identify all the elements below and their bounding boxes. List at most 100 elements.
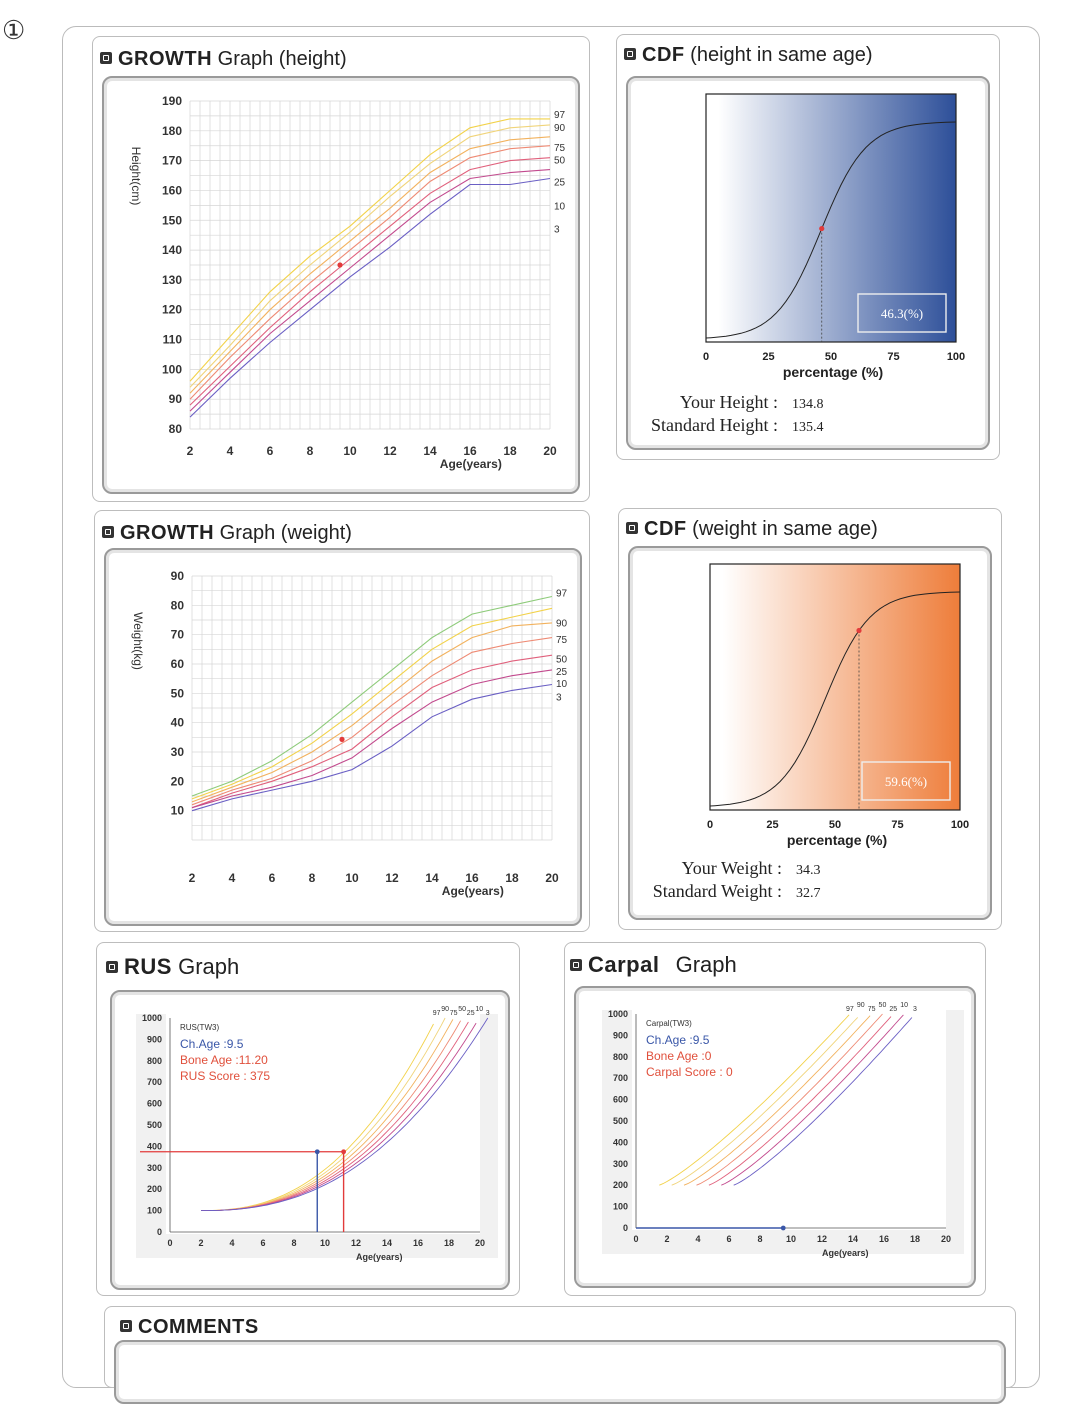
bullet-icon — [102, 526, 114, 538]
percentile-curve-90 — [671, 1017, 859, 1186]
x-tick-label: 4 — [695, 1234, 700, 1244]
height-cdf-info: Your Height : 134.8 Standard Height : 135.… — [648, 392, 968, 436]
y-tick-label: 100 — [162, 362, 182, 376]
cdf-curve — [705, 121, 957, 339]
carpal-info-title: Carpal(TW3) — [646, 1019, 692, 1028]
patient-point — [856, 627, 862, 634]
comments-title: COMMENTS — [120, 1316, 259, 1339]
x-tick-label: 14 — [382, 1238, 392, 1248]
weight-cdf-info: Your Weight : 34.3 Standard Weight : 32.7 — [652, 858, 972, 902]
percentile-line-25 — [189, 157, 551, 406]
y-tick-label: 200 — [147, 1184, 162, 1194]
x-tick-label: 18 — [505, 871, 519, 885]
percentile-line-10 — [191, 669, 553, 809]
title-rest: (height in same age) — [690, 44, 873, 66]
percentile-label: 97 — [433, 1010, 441, 1017]
x-tick-label: 16 — [463, 444, 477, 458]
x-tick-label: 6 — [726, 1234, 731, 1244]
x-tick-label: 14 — [423, 444, 437, 458]
rus-chage: Ch.Age :9.5 — [180, 1037, 244, 1051]
y-tick-label: 40 — [171, 716, 185, 730]
title-bold: GROWTH — [118, 48, 213, 70]
title-rest: Graph (height) — [217, 48, 347, 70]
bullet-icon — [106, 961, 118, 973]
weight-cdf-chart: 59.6(%) 0 25 50 75 100 percentage (%) — [707, 563, 969, 848]
cdf-plot-area — [705, 93, 957, 343]
x-tick-label: 50 — [829, 819, 841, 831]
x-tick-label: 0 — [707, 819, 713, 831]
percentile-label: 25 — [467, 1010, 475, 1017]
x-tick-label: 2 — [187, 444, 194, 458]
rus-chart: 0 100 200 300 400 500 600 700 800 900 1000 0 2 4 6 8 10 1… — [136, 1006, 498, 1262]
comments-box[interactable] — [114, 1340, 1006, 1404]
y-tick-label: 120 — [162, 303, 182, 317]
title-rest: (weight in same age) — [692, 518, 878, 540]
x-tick-label: 75 — [887, 351, 899, 363]
title-rest: Graph — [178, 954, 240, 979]
plot-margin — [602, 1010, 632, 1232]
percentile-label: 97 — [554, 110, 566, 121]
x-tick-label: 4 — [227, 444, 234, 458]
corner-mark: ① — [2, 16, 26, 46]
percentile-curve-3 — [201, 1017, 489, 1212]
percentile-label: 3 — [556, 693, 562, 704]
bullet-icon — [570, 959, 582, 971]
carpal-chage: Ch.Age :9.5 — [646, 1033, 710, 1047]
standard-weight-label: Standard Weight : — [652, 881, 782, 901]
percentile-line-25 — [191, 654, 553, 809]
patient-point — [337, 262, 343, 268]
title-bold: CDF — [642, 44, 685, 66]
your-height-value: 134.8 — [792, 397, 824, 412]
x-axis-label: Age(years) — [440, 457, 502, 471]
x-tick-label: 50 — [825, 351, 837, 363]
x-tick-label: 2 — [189, 871, 196, 885]
x-tick-label: 10 — [345, 871, 359, 885]
percentile-label: 3 — [913, 1006, 917, 1013]
percentile-line-75 — [189, 136, 551, 394]
x-tick-label: 4 — [229, 871, 236, 885]
patient-point — [819, 225, 825, 232]
percentile-line-50 — [191, 637, 553, 806]
percentile-label: 97 — [846, 1006, 854, 1013]
x-tick-label: 25 — [762, 351, 774, 363]
x-tick-label: 100 — [947, 351, 965, 363]
percentile-label: 75 — [556, 635, 568, 646]
height-cdf-chart: 46.3(%) 0 25 50 75 100 percentage (%) — [703, 93, 965, 380]
title-bold: COMMENTS — [138, 1316, 259, 1338]
your-weight-label: Your Weight : — [681, 858, 782, 878]
y-tick-label: 180 — [162, 124, 182, 138]
x-tick-label: 8 — [757, 1234, 762, 1244]
rus-info-title: RUS(TW3) — [180, 1023, 220, 1032]
x-tick-label: 14 — [848, 1234, 858, 1244]
rus-bone-age: Bone Age :11.20 — [180, 1053, 268, 1067]
chronological-age-point — [314, 1149, 320, 1155]
percent-value: 46.3(%) — [881, 306, 923, 321]
x-tick-label: 0 — [633, 1234, 638, 1244]
percent-box — [861, 761, 951, 801]
percentile-label: 97 — [556, 589, 568, 600]
percentile-label: 75 — [868, 1006, 876, 1013]
carpal-title: Carpal Graph — [570, 952, 737, 978]
plot-margin — [136, 1234, 498, 1258]
rus-title: RUS Graph — [106, 954, 239, 980]
x-tick-label: 6 — [267, 444, 274, 458]
y-tick-label: 600 — [613, 1095, 628, 1105]
percentile-label: 90 — [554, 123, 566, 134]
x-tick-label: 16 — [413, 1238, 423, 1248]
x-tick-label: 20 — [543, 444, 557, 458]
x-tick-label: 6 — [269, 871, 276, 885]
x-tick-label: 20 — [475, 1238, 485, 1248]
cdf-curve — [709, 591, 961, 807]
x-tick-label: 8 — [291, 1238, 296, 1248]
x-tick-label: 100 — [951, 819, 969, 831]
y-tick-label: 20 — [171, 774, 185, 788]
y-tick-label: 300 — [147, 1163, 162, 1173]
bone-age-point — [341, 1149, 346, 1155]
percentile-label: 10 — [554, 202, 566, 213]
x-tick-label: 6 — [260, 1238, 265, 1248]
x-tick-label: 18 — [503, 444, 517, 458]
percentile-label: 10 — [556, 679, 568, 690]
x-tick-label: 10 — [786, 1234, 796, 1244]
x-tick-label: 10 — [320, 1238, 330, 1248]
rus-info: RUS(TW3) Ch.Age :9.5 Bone Age :11.20 RUS… — [180, 1020, 270, 1084]
